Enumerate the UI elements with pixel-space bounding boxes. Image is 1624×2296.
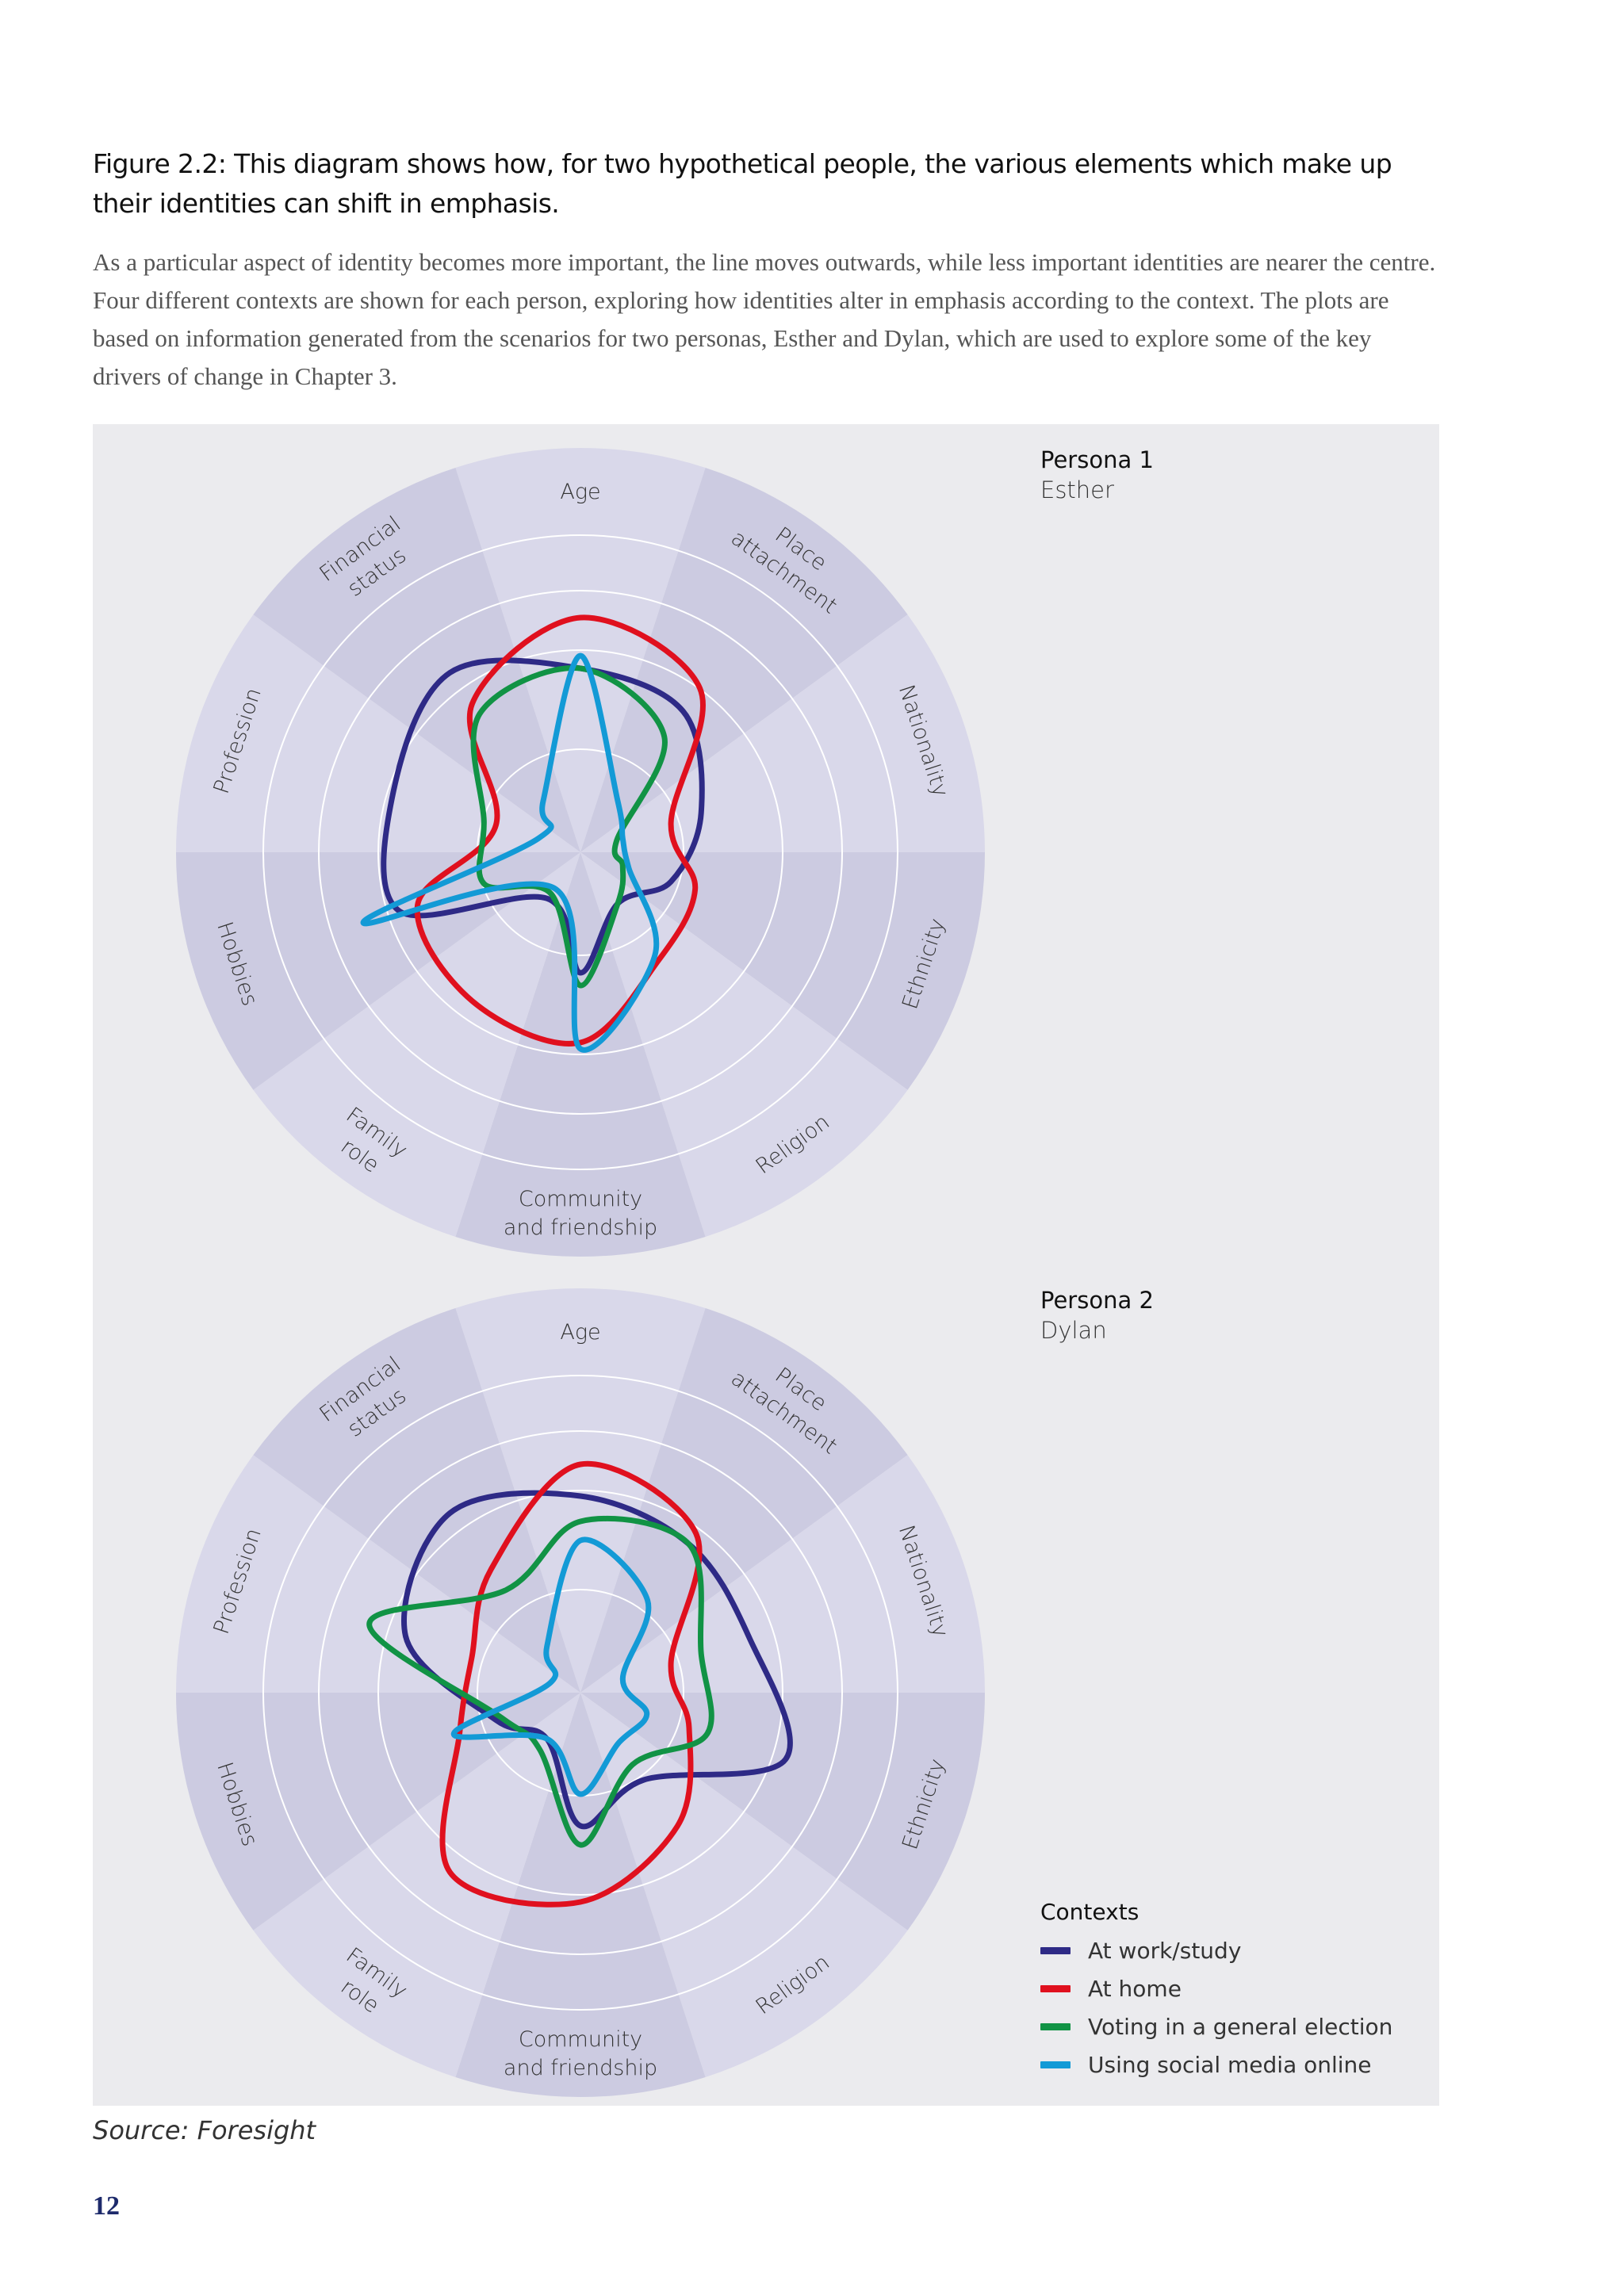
radar-chart-esther: AgePlaceattachmentNationalityEthnicityRe… [176, 448, 985, 1257]
legend-item-work: At work/study [1040, 1931, 1392, 1969]
segment-6 [253, 852, 580, 1238]
legend-swatch-social [1040, 2061, 1071, 2068]
grid-ring-2 [318, 1430, 843, 1955]
figure-panel: Age Placeattachment Nationality Ethnicity Re… [93, 424, 1439, 2106]
legend-swatch-home [1040, 1984, 1071, 1992]
series-line-esther-1 [414, 614, 707, 1047]
persona-2-name: Dylan [1040, 1317, 1107, 1344]
persona-1-name: Esther [1040, 476, 1114, 503]
series-line-dylan-0 [401, 1490, 793, 1830]
segment-label-0: Age [560, 1320, 600, 1345]
segment-2 [580, 614, 985, 852]
persona-2-number: Persona 2 [1040, 1287, 1154, 1314]
segment-6 [253, 1693, 580, 2078]
segment-3 [580, 852, 985, 1090]
segment-7 [176, 852, 580, 1090]
series-line-esther-3 [360, 652, 660, 1053]
segment-8 [176, 1455, 580, 1693]
grid-ring-3 [262, 1375, 898, 2011]
segment-3 [580, 1693, 985, 1931]
segment-9 [253, 1307, 580, 1693]
persona-2-label: Persona 2 Dylan [1040, 1285, 1154, 1345]
legend-item-voting: Voting in a general election [1040, 2007, 1392, 2045]
series-line-dylan-3 [450, 1536, 652, 1797]
segment-4 [580, 852, 908, 1238]
legend-label-work: At work/study [1088, 1937, 1242, 1964]
legend-item-home: At home [1040, 1969, 1392, 2007]
segment-label-0: Age [560, 480, 600, 504]
legend-item-social: Using social media online [1040, 2045, 1392, 2084]
grid-ring-1 [377, 649, 783, 1055]
legend-swatch-voting [1040, 2022, 1071, 2030]
persona-1-number: Persona 1 [1040, 446, 1154, 473]
segment-4 [580, 1693, 908, 2078]
grid-ring-3 [262, 534, 898, 1170]
source-note: Source: Foresight [93, 2115, 316, 2145]
segment-label-5: Community and friendship [504, 2027, 657, 2080]
radar-chart-dylan: AgePlaceattachmentNationalityEthnicityRe… [176, 1288, 985, 2098]
legend-title: Contexts [1040, 1899, 1139, 1925]
series-line-dylan-2 [366, 1515, 714, 1848]
legend-swatch-work [1040, 1946, 1071, 1954]
legend-label-social: Using social media online [1088, 2051, 1372, 2078]
segment-9 [253, 467, 580, 852]
segment-label-5: Community and friendship [504, 1187, 657, 1240]
legend-label-home: At home [1088, 1975, 1182, 2002]
contexts-legend: Contexts At work/study At home Voting in… [1040, 1899, 1392, 2084]
figure-title: Figure 2.2: This diagram shows how, for … [93, 148, 1392, 219]
page-number: 12 [93, 2191, 120, 2221]
figure-description: As a particular aspect of identity becom… [93, 248, 1436, 390]
segment-7 [176, 1693, 580, 1931]
radar-charts-svg: AgePlaceattachmentNationalityEthnicityRe… [176, 448, 985, 2098]
legend-label-voting: Voting in a general election [1088, 2013, 1393, 2040]
grid-ring-2 [318, 590, 843, 1115]
grid-ring-1 [377, 1490, 783, 1896]
series-line-dylan-1 [439, 1460, 703, 1908]
segment-1 [580, 1307, 908, 1693]
persona-1-label: Persona 1 Esther [1040, 445, 1154, 505]
segment-2 [580, 1455, 985, 1693]
